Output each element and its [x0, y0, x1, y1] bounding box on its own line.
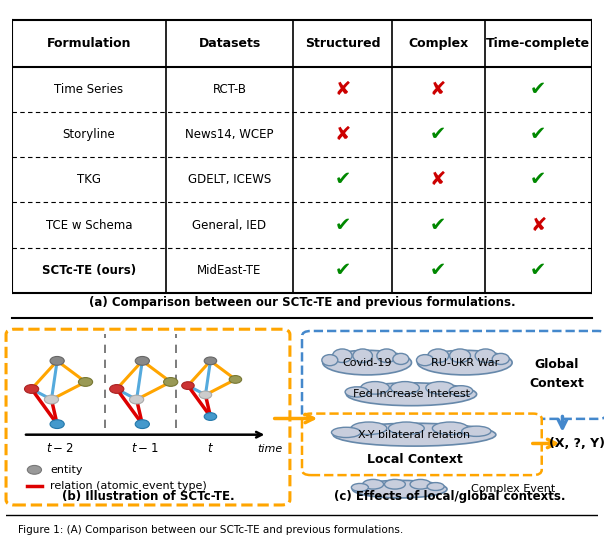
Ellipse shape	[417, 350, 512, 375]
Text: Figure 1: (A) Comparison between our SCTc-TE and previous formulations.: Figure 1: (A) Comparison between our SCT…	[18, 526, 403, 535]
Ellipse shape	[352, 480, 447, 498]
Ellipse shape	[475, 349, 496, 363]
Text: ✔: ✔	[530, 170, 547, 189]
Text: $t-1$: $t-1$	[132, 442, 159, 455]
Text: Covid-19: Covid-19	[342, 358, 392, 368]
Circle shape	[50, 357, 64, 365]
Ellipse shape	[432, 422, 468, 435]
Ellipse shape	[461, 426, 491, 436]
Text: RU-UKR War: RU-UKR War	[431, 358, 499, 368]
Text: ✔: ✔	[430, 215, 446, 234]
Text: entity: entity	[50, 465, 83, 475]
FancyBboxPatch shape	[302, 413, 542, 475]
Ellipse shape	[332, 427, 361, 437]
Text: (a) Comparison between our SCTc-TE and previous formulations.: (a) Comparison between our SCTc-TE and p…	[89, 296, 515, 310]
Text: Storyline: Storyline	[63, 128, 115, 141]
Text: Fed Increase Interest: Fed Increase Interest	[353, 389, 470, 400]
Circle shape	[27, 465, 42, 474]
Text: ✘: ✘	[430, 80, 446, 99]
Text: General, IED: General, IED	[193, 219, 266, 232]
Text: Structured: Structured	[305, 37, 381, 50]
Ellipse shape	[347, 383, 477, 406]
Text: X-Y bilateral relation: X-Y bilateral relation	[358, 430, 471, 440]
Text: ✔: ✔	[335, 261, 351, 280]
Text: ✔: ✔	[530, 261, 547, 280]
Ellipse shape	[363, 479, 384, 489]
Text: (b) Illustration of SCTc-TE.: (b) Illustration of SCTc-TE.	[62, 490, 234, 503]
Circle shape	[79, 378, 92, 386]
Ellipse shape	[492, 353, 509, 364]
Circle shape	[135, 420, 149, 429]
Circle shape	[44, 395, 59, 404]
Text: MidEast-TE: MidEast-TE	[198, 264, 262, 277]
Text: Formulation: Formulation	[47, 37, 131, 50]
Ellipse shape	[351, 422, 387, 435]
Ellipse shape	[428, 349, 449, 363]
Text: ✘: ✘	[335, 125, 351, 144]
Circle shape	[182, 382, 194, 389]
Text: Datasets: Datasets	[198, 37, 261, 50]
Ellipse shape	[345, 387, 368, 397]
Text: (X, ?, Y): (X, ?, Y)	[549, 437, 604, 450]
Ellipse shape	[377, 349, 396, 363]
FancyBboxPatch shape	[6, 329, 290, 505]
Circle shape	[199, 391, 211, 399]
Text: SCTc-TE (ours): SCTc-TE (ours)	[42, 264, 136, 277]
Ellipse shape	[352, 483, 368, 492]
Circle shape	[110, 384, 124, 393]
Ellipse shape	[353, 349, 373, 363]
Circle shape	[135, 357, 149, 365]
Ellipse shape	[323, 350, 411, 375]
Text: Global: Global	[535, 358, 579, 371]
Ellipse shape	[449, 386, 473, 396]
Ellipse shape	[322, 355, 338, 365]
Ellipse shape	[417, 355, 434, 365]
Text: News14, WCEP: News14, WCEP	[185, 128, 274, 141]
Circle shape	[129, 395, 144, 404]
Ellipse shape	[333, 424, 496, 446]
Text: ✘: ✘	[530, 215, 547, 234]
Text: time: time	[257, 444, 283, 454]
Text: TKG: TKG	[77, 174, 101, 186]
Text: Local Context: Local Context	[367, 453, 462, 466]
Text: ✔: ✔	[335, 215, 351, 234]
Ellipse shape	[449, 349, 471, 363]
Ellipse shape	[393, 353, 409, 364]
Text: (c) Effects of local/global contexts.: (c) Effects of local/global contexts.	[334, 490, 566, 503]
Text: GDELT, ICEWS: GDELT, ICEWS	[188, 174, 271, 186]
Ellipse shape	[361, 382, 390, 394]
Circle shape	[204, 357, 217, 365]
Ellipse shape	[391, 382, 419, 394]
Text: ✘: ✘	[430, 170, 446, 189]
Text: relation (atomic event type): relation (atomic event type)	[50, 480, 207, 490]
Text: ✘: ✘	[335, 80, 351, 99]
Text: RCT-B: RCT-B	[213, 83, 246, 96]
Text: Complex: Complex	[408, 37, 468, 50]
Circle shape	[229, 376, 242, 383]
Text: Complex Event: Complex Event	[471, 484, 555, 494]
Text: Context: Context	[529, 377, 584, 390]
Ellipse shape	[388, 422, 424, 435]
Text: ✔: ✔	[530, 125, 547, 144]
Text: $t$: $t$	[207, 442, 214, 455]
Text: Time-complete: Time-complete	[486, 37, 590, 50]
FancyBboxPatch shape	[302, 331, 604, 419]
Ellipse shape	[385, 479, 405, 489]
Circle shape	[25, 384, 39, 393]
Ellipse shape	[427, 483, 444, 490]
Text: TCE w Schema: TCE w Schema	[46, 219, 132, 232]
Circle shape	[50, 420, 64, 429]
Text: ✔: ✔	[430, 125, 446, 144]
Text: ✔: ✔	[430, 261, 446, 280]
Circle shape	[204, 413, 217, 420]
Text: ✔: ✔	[335, 170, 351, 189]
Text: ✔: ✔	[530, 80, 547, 99]
Ellipse shape	[410, 479, 431, 489]
Text: $t-2$: $t-2$	[47, 442, 74, 455]
Text: Time Series: Time Series	[54, 83, 123, 96]
Ellipse shape	[332, 349, 352, 363]
Circle shape	[164, 378, 178, 386]
Ellipse shape	[426, 382, 454, 394]
